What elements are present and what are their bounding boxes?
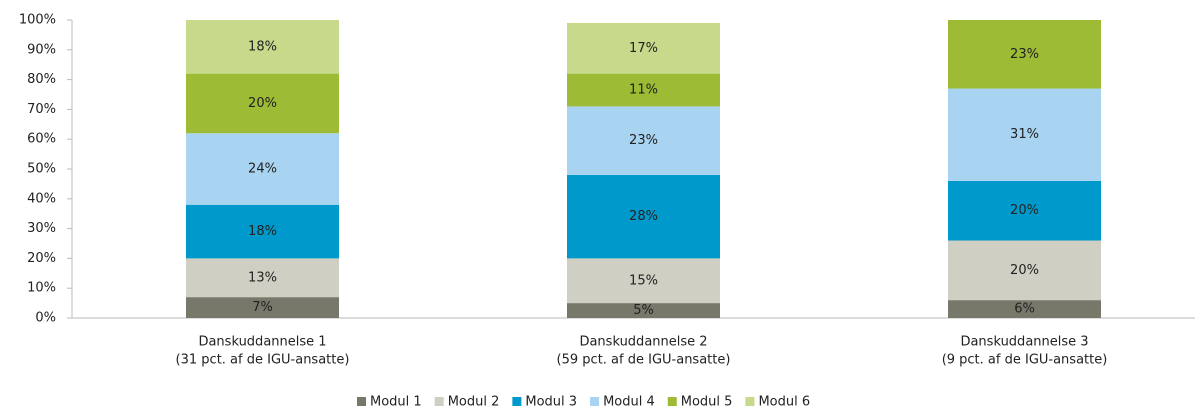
data-label: 17%	[629, 41, 658, 56]
bar-segment	[186, 20, 339, 74]
data-label: 20%	[1010, 263, 1039, 278]
x-tick-label: (31 pct. af de IGU-ansatte)	[176, 353, 350, 368]
legend-label: Modul 1	[370, 395, 422, 410]
data-label: 18%	[248, 224, 277, 239]
data-label: 6%	[1014, 302, 1035, 317]
y-tick-label: 0%	[35, 311, 56, 326]
bar-segment	[948, 20, 1101, 89]
data-label: 11%	[629, 83, 658, 98]
bar-segment	[567, 258, 720, 304]
bar-segment	[186, 73, 339, 134]
bar-segment	[567, 174, 720, 259]
y-tick-label: 60%	[27, 132, 56, 147]
x-tick-label: (9 pct. af de IGU-ansatte)	[942, 353, 1108, 368]
legend-swatch	[434, 397, 444, 406]
y-tick-label: 80%	[27, 72, 56, 87]
data-label: 5%	[633, 303, 654, 318]
legend-label: Modul 5	[681, 395, 733, 410]
bar-segment	[948, 240, 1101, 301]
x-tick-label: (59 pct. af de IGU-ansatte)	[557, 353, 731, 368]
bar-segment	[567, 22, 720, 74]
x-tick-label: Danskuddannelse 2	[579, 335, 707, 350]
y-tick-label: 90%	[27, 42, 56, 57]
legend-label: Modul 4	[603, 395, 655, 410]
bar-segment	[186, 258, 339, 298]
y-tick-label: 10%	[27, 281, 56, 296]
legend-swatch	[667, 397, 677, 406]
bar-segment	[567, 106, 720, 175]
x-tick-label: Danskuddannelse 1	[198, 335, 326, 350]
x-tick-label: Danskuddannelse 3	[960, 335, 1088, 350]
data-label: 20%	[1010, 203, 1039, 218]
bar-segment	[567, 303, 720, 318]
legend-swatch	[357, 397, 366, 406]
data-label: 23%	[1010, 47, 1039, 62]
bar-segment	[567, 73, 720, 107]
y-tick-label: 50%	[27, 162, 56, 177]
legend-label: Modul 3	[525, 395, 577, 410]
y-tick-label: 40%	[27, 191, 56, 206]
bar-segment	[186, 204, 339, 259]
bar-segment	[948, 300, 1101, 318]
data-label: 20%	[248, 96, 277, 111]
data-label: 31%	[1010, 127, 1039, 142]
data-label: 13%	[248, 270, 277, 285]
legend-swatch	[590, 397, 600, 406]
bar-segment	[948, 88, 1101, 181]
data-label: 23%	[629, 133, 658, 148]
legend-swatch	[745, 397, 755, 406]
bar-segment	[186, 297, 339, 318]
data-label: 24%	[248, 162, 277, 177]
legend-label: Modul 6	[758, 395, 810, 410]
data-label: 18%	[248, 39, 277, 54]
bar-segment	[948, 180, 1101, 241]
data-label: 15%	[629, 273, 658, 288]
y-tick-label: 70%	[27, 102, 56, 117]
data-label: 28%	[629, 209, 658, 224]
legend-swatch	[512, 397, 522, 406]
y-tick-label: 100%	[19, 13, 56, 28]
data-label: 7%	[252, 300, 273, 315]
legend-label: Modul 2	[448, 395, 500, 410]
y-tick-label: 30%	[27, 221, 56, 236]
bar-segment	[186, 133, 339, 205]
y-tick-label: 20%	[27, 251, 56, 266]
